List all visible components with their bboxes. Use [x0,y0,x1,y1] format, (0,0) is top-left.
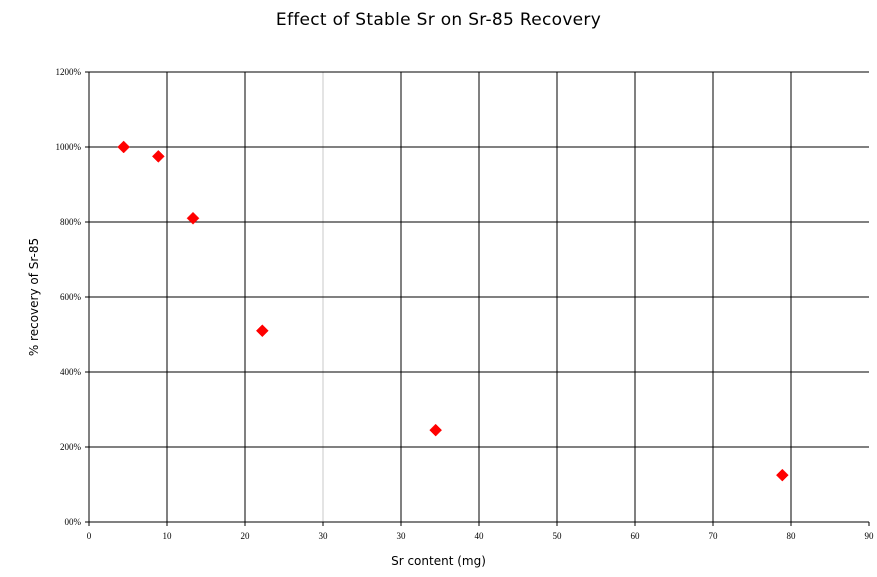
data-point [775,468,789,482]
y-tick-label: 1000% [56,142,82,152]
x-tick-label: 60 [631,531,641,541]
y-axis-title: % recovery of Sr-85 [27,237,41,357]
x-tick-label: 90 [865,531,875,541]
y-tick-label: 600% [60,292,82,302]
data-point [255,324,269,338]
y-tick-label: 200% [60,442,82,452]
data-point [151,150,165,163]
chart-title: Effect of Stable Sr on Sr-85 Recovery [275,10,602,30]
y-tick-label: 800% [60,217,82,227]
y-tick-label: 1200% [56,67,82,77]
x-tick-label: 20 [241,531,251,541]
x-tick-label: 30 [397,531,407,541]
data-point [429,423,443,437]
data-point [186,211,200,225]
y-tick-label: 00% [65,517,82,527]
y-tick-label: 400% [60,367,82,377]
x-tick-label: 70 [709,531,719,541]
data-point [117,140,131,154]
x-tick-label: 0 [87,531,92,541]
x-axis-title: Sr content (mg) [391,554,486,568]
x-tick-label: 40 [475,531,485,541]
x-tick-label: 80 [787,531,797,541]
x-tick-label: 30 [319,531,329,541]
x-tick-label: 50 [553,531,563,541]
x-tick-label: 10 [163,531,173,541]
